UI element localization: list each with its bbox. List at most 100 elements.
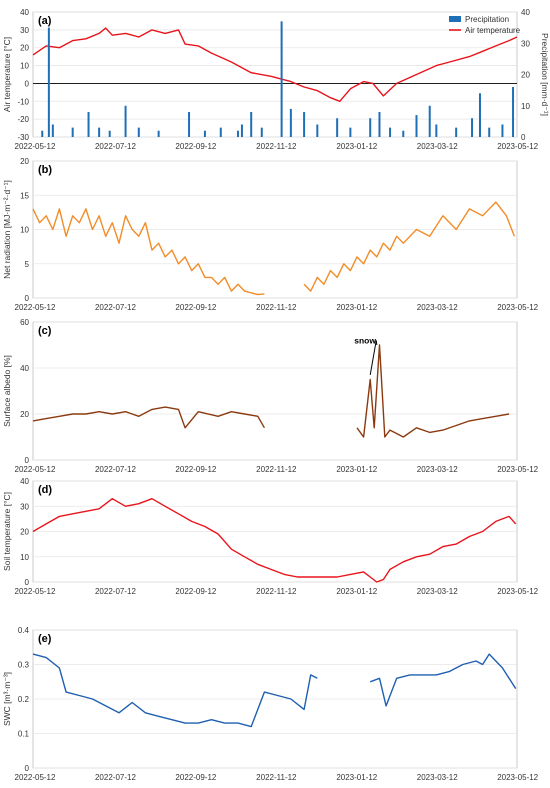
- panel-1-ytick-label: 40: [20, 8, 29, 17]
- panel-5-ytick-label: 0.1: [18, 730, 30, 739]
- panel-1-precip-bar: [240, 124, 243, 137]
- panel-1-label: (a): [38, 15, 52, 27]
- panel-1-xtick-label: 2022-05-12: [15, 142, 56, 151]
- panel-1-precip-bar: [47, 27, 50, 137]
- panel-4-xtick-label: 2022-09-12: [175, 587, 216, 596]
- panel-4-ytick-label: 10: [20, 553, 29, 562]
- panel-2-label: (b): [38, 164, 52, 176]
- panel-1-precip-bar: [428, 105, 431, 137]
- panel-2-ytick-label: 15: [20, 191, 29, 200]
- panel-1-y2tick-label: 30: [521, 39, 530, 48]
- panel-1-precip-bar: [219, 127, 222, 137]
- panel-1-precip-bar: [349, 127, 352, 137]
- panel-1-precip-bar: [402, 130, 405, 137]
- panel-3-ytick-label: 60: [20, 318, 29, 327]
- panel-5-ylabel: SWC [m³·m⁻³]: [2, 672, 12, 726]
- panel-3-xtick-label: 2023-05-12: [497, 465, 538, 474]
- panel-1-y2tick-label: 0: [521, 133, 526, 142]
- panel-1-y2label: Precipitation [mm·d⁻¹]: [540, 33, 550, 116]
- panel-3-xtick-label: 2023-03-12: [417, 465, 458, 474]
- panel-4-xtick-label: 2022-05-12: [15, 587, 56, 596]
- panel-1-y2tick-label: 20: [521, 71, 530, 80]
- panel-5-ytick-label: 0.2: [18, 695, 30, 704]
- panel-1-precip-bar: [471, 118, 474, 137]
- panel-2-xtick-label: 2022-11-12: [256, 303, 297, 312]
- panel-5-xtick-label: 2022-07-12: [95, 773, 136, 782]
- panel-1-y2tick-label: 40: [521, 8, 530, 17]
- panel-1-precip-bar: [289, 108, 292, 137]
- panel-2-xtick-label: 2022-09-12: [175, 303, 216, 312]
- panel-3-label: (c): [38, 325, 52, 337]
- panel-1-y2tick-label: 10: [521, 102, 530, 111]
- panel-5-xtick-label: 2023-03-12: [417, 773, 458, 782]
- panel-3-ytick-label: 0: [25, 456, 30, 465]
- panel-1-precip-bar: [303, 112, 306, 137]
- panel-3-ytick-label: 20: [20, 410, 29, 419]
- panel-3-xtick-label: 2022-11-12: [256, 465, 297, 474]
- panel-2-xtick-label: 2023-03-12: [417, 303, 458, 312]
- panel-3-annotation-arrow: [375, 340, 378, 346]
- panel-2-xtick-label: 2022-05-12: [15, 303, 56, 312]
- panel-1-precip-bar: [369, 118, 372, 137]
- panel-1-precip-bar: [124, 105, 127, 137]
- panel-1-precip-bar: [378, 112, 381, 137]
- panel-1-ytick-label: -10: [17, 97, 29, 106]
- panel-1-precip-bar: [389, 127, 392, 137]
- panel-1-xtick-label: 2023-01-12: [336, 142, 377, 151]
- panel-4-ylabel: Soil temperature [°C]: [2, 492, 12, 571]
- panel-1-ytick-label: 20: [20, 44, 29, 53]
- panel-1-precip-bar: [488, 127, 491, 137]
- panel-1-xtick-label: 2022-11-12: [256, 142, 297, 151]
- panel-5-xtick-label: 2023-05-12: [497, 773, 538, 782]
- panel-4-xtick-label: 2023-03-12: [417, 587, 458, 596]
- panel-1-precip-bar: [203, 130, 206, 137]
- panel-1-legend-label-temp: Air temperature: [465, 26, 521, 35]
- panel-5-ytick-label: 0.4: [18, 626, 30, 635]
- panel-4-series-line: [32, 498, 517, 583]
- panel-5-xtick-label: 2022-09-12: [175, 773, 216, 782]
- panel-1-ytick-label: -20: [17, 115, 29, 124]
- panel-2-series-line: [32, 201, 516, 296]
- panel-1-series-line: [32, 27, 518, 102]
- panel-1-ytick-label: -30: [17, 133, 29, 142]
- panel-1-ytick-label: 30: [20, 26, 29, 35]
- panel-1-xtick-label: 2023-03-12: [417, 142, 458, 151]
- panel-1-xtick-label: 2022-07-12: [95, 142, 136, 151]
- panel-1-precip-bar: [415, 115, 418, 137]
- panel-4-xtick-label: 2023-01-12: [336, 587, 377, 596]
- panel-1-precip-bar: [512, 87, 515, 137]
- panel-5-label: (e): [38, 633, 52, 645]
- panel-4-xtick-label: 2022-11-12: [256, 587, 297, 596]
- panel-4-ytick-label: 20: [20, 528, 29, 537]
- panel-3-annotation: snow: [354, 335, 376, 345]
- panel-1-precip-bar: [137, 127, 140, 137]
- panel-1-ytick-label: 0: [25, 79, 30, 88]
- panel-4-ytick-label: 30: [20, 502, 29, 511]
- panel-1-precip-bar: [316, 124, 319, 137]
- panel-1-precip-bar: [260, 127, 263, 137]
- panel-2-xtick-label: 2022-07-12: [95, 303, 136, 312]
- panel-3-xtick-label: 2022-05-12: [15, 465, 56, 474]
- panel-1-precip-bar: [250, 112, 253, 137]
- panel-5-series-line: [32, 653, 517, 728]
- panel-1-frame: [32, 11, 518, 138]
- panel-3-frame: [32, 321, 518, 461]
- panel-1-legend-label-precip: Precipitation: [465, 15, 509, 24]
- panel-1-precip-bar: [87, 112, 90, 137]
- panel-4-xtick-label: 2023-05-12: [497, 587, 538, 596]
- panel-4-xtick-label: 2022-07-12: [95, 587, 136, 596]
- panel-1-ylabel: Air temperature [°C]: [2, 37, 12, 112]
- panel-1-precip-bar: [455, 127, 458, 137]
- panel-2-ylabel: Net radiation [MJ·m⁻²·d⁻¹]: [2, 180, 12, 279]
- panel-1-precip-bar: [236, 130, 239, 137]
- panel-1-precip-bar: [51, 124, 54, 137]
- panel-1-precip-bar: [157, 130, 160, 137]
- panel-5-xtick-label: 2022-11-12: [256, 773, 297, 782]
- panel-4-ytick-label: 40: [20, 477, 29, 486]
- panel-1-precip-bar: [41, 130, 44, 137]
- panel-2-xtick-label: 2023-05-12: [497, 303, 538, 312]
- panel-5-xtick-label: 2022-05-12: [15, 773, 56, 782]
- panel-3-ytick-label: 40: [20, 364, 29, 373]
- panel-5-ytick-label: 0: [25, 764, 30, 773]
